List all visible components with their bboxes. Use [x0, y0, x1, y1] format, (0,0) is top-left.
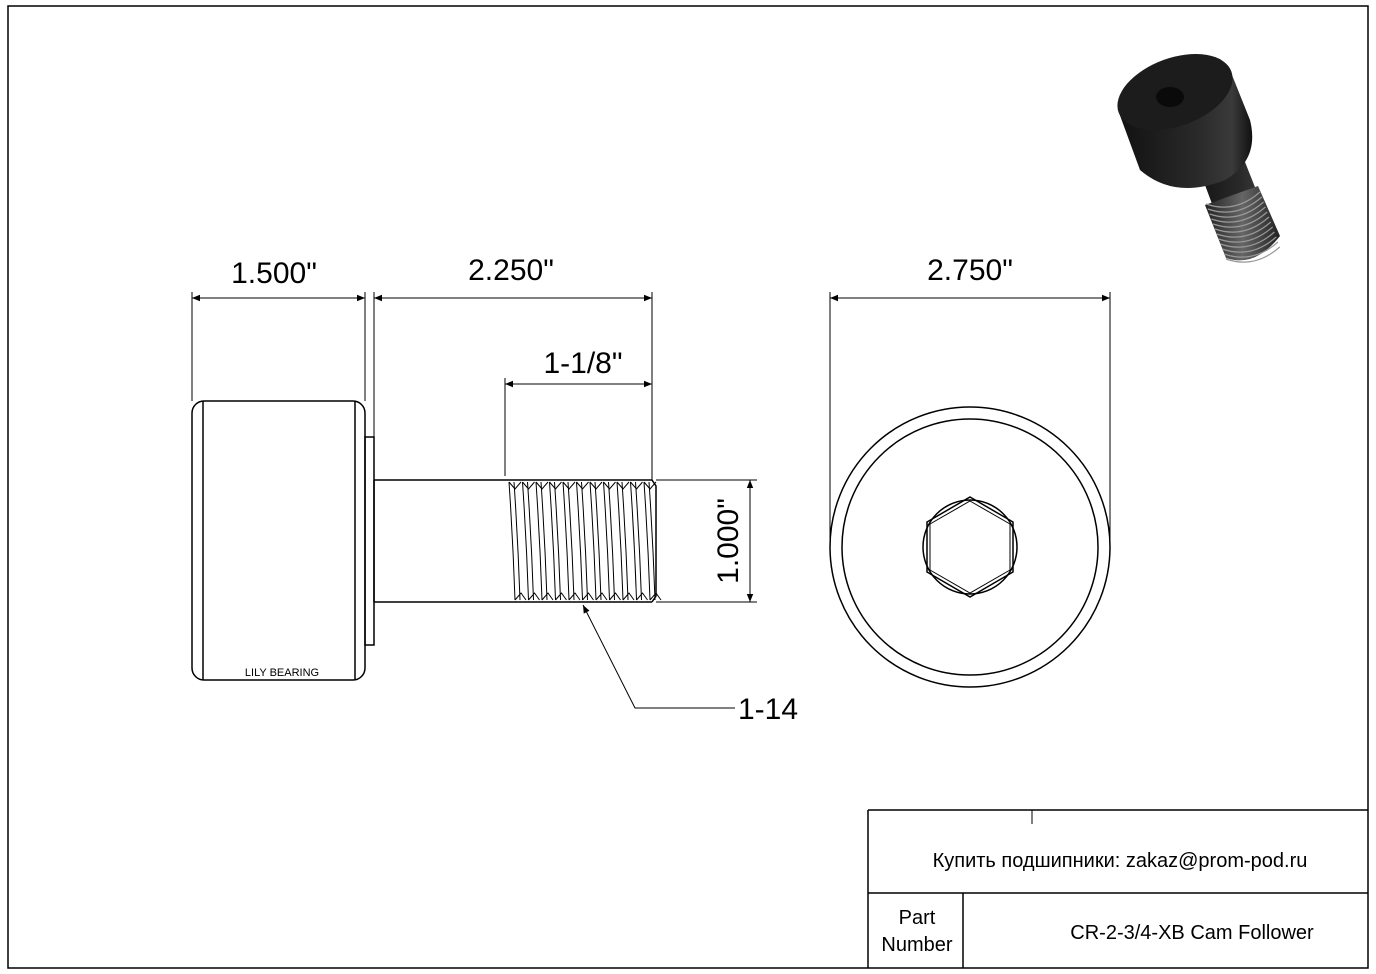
thread-crest	[549, 481, 567, 601]
thread-crest	[535, 481, 554, 601]
thread-crest	[508, 481, 527, 601]
render-thread-line	[1214, 216, 1270, 233]
wheel-outline	[191, 400, 366, 681]
flange	[364, 436, 375, 646]
render-thread-line	[1218, 226, 1273, 243]
thread-crest	[630, 481, 648, 601]
thread-crest	[603, 481, 621, 601]
render-thread-line	[1205, 191, 1261, 208]
contact-text: Купить подшипники: zakaz@prom-pod.ru	[933, 850, 1308, 872]
thread-leader	[582, 604, 735, 709]
thread-lines	[508, 481, 662, 601]
dim-outer-diameter: 2.750"	[927, 254, 1013, 287]
thread-crest	[643, 481, 662, 601]
part-number-label-2: Number	[881, 934, 952, 956]
render-thread-line	[1225, 246, 1281, 263]
render-thread-line	[1216, 221, 1272, 238]
thread-crest	[522, 481, 540, 601]
render-thread-line	[1220, 231, 1275, 248]
render-thread-line	[1213, 211, 1268, 228]
render-thread-line	[1211, 206, 1266, 223]
drawing-border	[7, 5, 1369, 969]
brand-mark: LILY BEARING	[245, 667, 319, 679]
render-thread-line	[1207, 196, 1263, 213]
part-3d-render	[1117, 54, 1281, 263]
end-view	[829, 406, 1111, 688]
dim-stud-length: 2.250"	[468, 254, 554, 287]
render-thread-line	[1209, 201, 1264, 218]
dim-thread-spec: 1-14	[738, 693, 798, 726]
part-number-value: CR-2-3/4-XB Cam Follower	[1070, 922, 1314, 944]
thread-crest	[589, 481, 608, 601]
part-number-label-1: Part	[899, 907, 936, 929]
thread-crest	[576, 481, 594, 601]
render-thread-line	[1223, 241, 1279, 258]
render-thread-line	[1222, 236, 1277, 253]
hex-socket-circle	[922, 499, 1018, 595]
dim-wheel-width: 1.500"	[231, 257, 317, 290]
dim-stud-diameter: 1.000"	[712, 498, 745, 584]
hex-socket-icon	[926, 496, 1014, 598]
side-view: LILY BEARING	[191, 400, 662, 681]
thread-crest	[616, 481, 635, 601]
thread-crest	[562, 481, 581, 601]
title-block: Купить подшипники: zakaz@prom-pod.ru Par…	[867, 809, 1368, 968]
dim-thread-length: 1-1/8"	[543, 347, 622, 380]
